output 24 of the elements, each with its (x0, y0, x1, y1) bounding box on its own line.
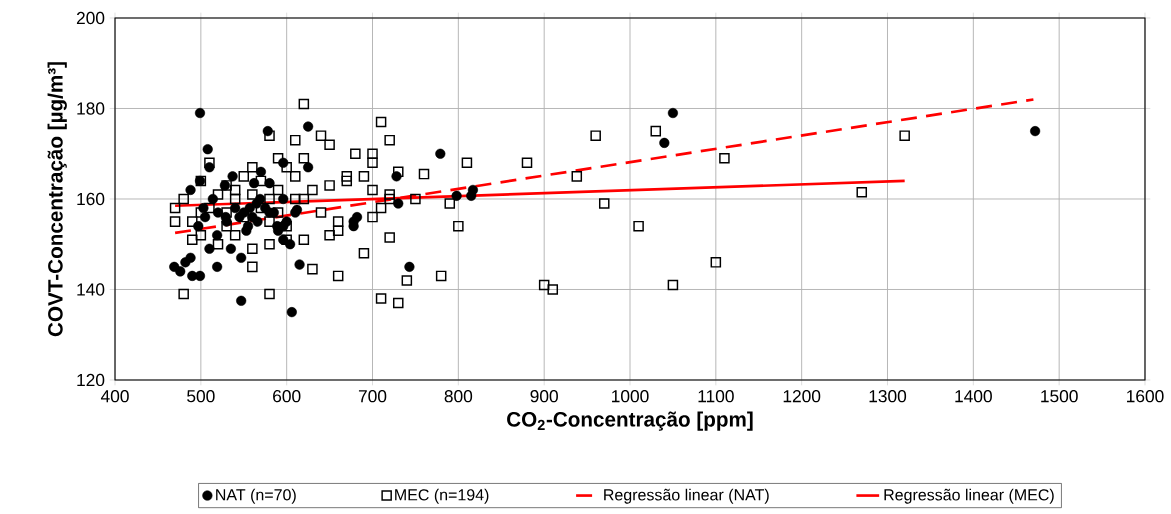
legend-label: MEC (n=194) (395, 488, 489, 504)
x-tick-label: 1500 (1041, 390, 1078, 403)
x-tick-label: 1300 (869, 390, 907, 403)
legend-label: NAT (n=70) (216, 488, 296, 504)
x-tick-label: 1000 (612, 390, 649, 403)
x-tick-label: 900 (530, 390, 558, 403)
legend-label: Regressão linear (MEC) (884, 488, 1054, 504)
legend-label: Regressão linear (NAT) (604, 488, 769, 504)
x-tick-label: 600 (273, 390, 301, 403)
y-tick-label: 180 (77, 102, 105, 115)
y-tick-label: 140 (77, 283, 105, 296)
x-tick-label: 1600 (1127, 390, 1164, 403)
x-tick-label: 500 (187, 390, 215, 403)
y-tick-label: 120 (77, 373, 105, 387)
x-tick-label: 1200 (783, 390, 821, 403)
x-tick-label: 400 (100, 390, 129, 403)
x-tick-label: 800 (444, 390, 473, 403)
x-tick-label: 1400 (955, 390, 992, 403)
x-tick-label: 700 (358, 390, 387, 403)
y-tick-label: 160 (77, 192, 105, 206)
y-axis-title: COVT-Concentração [µg/m³] (47, 62, 67, 337)
x-tick-label: 1100 (698, 390, 734, 403)
y-tick-label: 200 (76, 11, 105, 25)
x-axis-title: CO$_{2}$-Concentração [ppm] (507, 411, 753, 431)
